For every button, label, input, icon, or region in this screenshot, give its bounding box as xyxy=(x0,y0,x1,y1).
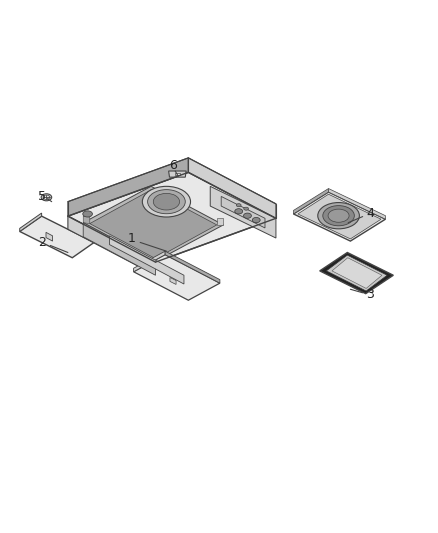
Text: 4: 4 xyxy=(366,207,374,221)
Polygon shape xyxy=(68,172,276,262)
Ellipse shape xyxy=(323,206,354,226)
Polygon shape xyxy=(221,197,265,228)
Text: 5: 5 xyxy=(38,190,46,203)
Polygon shape xyxy=(332,258,382,288)
Polygon shape xyxy=(134,255,220,300)
Ellipse shape xyxy=(41,194,52,201)
Ellipse shape xyxy=(148,190,185,214)
Ellipse shape xyxy=(318,203,359,229)
Polygon shape xyxy=(210,187,276,238)
Text: 6: 6 xyxy=(169,159,177,172)
Ellipse shape xyxy=(237,204,241,207)
Polygon shape xyxy=(298,194,381,239)
Polygon shape xyxy=(169,171,186,177)
Polygon shape xyxy=(188,158,276,219)
Ellipse shape xyxy=(43,195,49,199)
Ellipse shape xyxy=(83,211,92,217)
Text: 1: 1 xyxy=(127,231,135,245)
Polygon shape xyxy=(293,189,328,214)
Ellipse shape xyxy=(142,187,191,217)
Polygon shape xyxy=(165,251,220,283)
Polygon shape xyxy=(68,158,188,216)
Polygon shape xyxy=(83,187,223,261)
Ellipse shape xyxy=(153,193,180,210)
Polygon shape xyxy=(83,216,90,223)
Ellipse shape xyxy=(244,213,251,219)
Polygon shape xyxy=(20,216,94,258)
Ellipse shape xyxy=(328,209,349,222)
Polygon shape xyxy=(68,216,155,275)
Ellipse shape xyxy=(244,207,249,210)
Polygon shape xyxy=(328,189,385,219)
Polygon shape xyxy=(20,213,42,231)
Polygon shape xyxy=(110,236,184,284)
Polygon shape xyxy=(90,190,217,259)
Text: 2: 2 xyxy=(38,236,46,249)
Polygon shape xyxy=(46,232,53,241)
Polygon shape xyxy=(293,192,385,241)
Polygon shape xyxy=(175,173,180,175)
Ellipse shape xyxy=(252,217,260,223)
Polygon shape xyxy=(170,278,176,285)
Polygon shape xyxy=(217,219,223,225)
Polygon shape xyxy=(326,255,387,291)
Polygon shape xyxy=(320,253,393,294)
Text: 3: 3 xyxy=(366,288,374,302)
Polygon shape xyxy=(83,223,155,275)
Ellipse shape xyxy=(235,209,243,214)
Polygon shape xyxy=(134,251,165,272)
